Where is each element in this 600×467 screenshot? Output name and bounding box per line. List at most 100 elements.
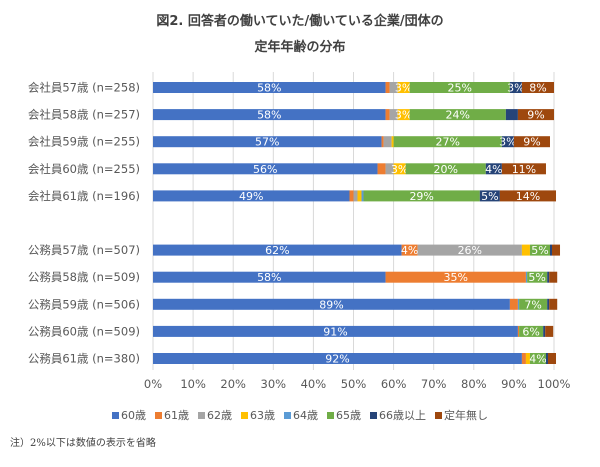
data-label: 62% [265, 244, 289, 257]
bar-segment [549, 298, 558, 310]
bar-segment [517, 325, 520, 337]
data-label: 91% [323, 325, 347, 338]
data-label: 11% [512, 163, 536, 176]
bar-segment [509, 82, 522, 93]
legend-label: 62歳 [207, 409, 232, 422]
bar-segment [357, 190, 362, 202]
legend-label: 66歳以上 [379, 409, 426, 422]
category-label: 会社員58歳 (n=257) [28, 108, 140, 122]
bar-segment [153, 353, 522, 364]
legend-swatch [198, 411, 205, 419]
data-label: 58% [257, 82, 281, 95]
legend-label: 64歳 [293, 409, 318, 422]
chart-title: 図2. 回答者の働いていた/働いている企業/団体の [156, 14, 444, 29]
data-label: 35% [444, 271, 468, 284]
data-label: 58% [257, 271, 281, 284]
bar-segment [529, 244, 550, 256]
x-tick-label: 20% [220, 377, 246, 391]
legend-label: 60歳 [121, 409, 146, 422]
x-tick-label: 50% [341, 377, 367, 391]
data-label: 3% [395, 82, 412, 95]
legend-item: 66歳以上 [370, 407, 426, 423]
legend-item: 62歳 [198, 407, 232, 423]
category-label: 公務員60歳 (n=509) [28, 324, 140, 338]
bar-segment [385, 82, 390, 93]
bar-segment [527, 271, 548, 283]
bar-segment [153, 244, 402, 256]
category-label: 公務員61歳 (n=380) [28, 352, 140, 366]
bar-segment [153, 109, 386, 121]
legend-item: 65歳 [327, 407, 361, 423]
bar-segment [549, 244, 552, 256]
category-label: 会社員59歳 (n=255) [28, 135, 140, 149]
bar-segment [409, 109, 506, 121]
x-tick-label: 40% [301, 377, 327, 391]
data-label: 49% [239, 190, 263, 203]
data-label: 3% [395, 109, 412, 122]
bar-segment [405, 163, 486, 175]
legend-item: 60歳 [112, 407, 146, 423]
x-tick-label: 0% [144, 377, 162, 391]
bar-segment [529, 353, 546, 364]
data-label: 24% [446, 109, 470, 122]
data-label: 20% [434, 163, 458, 176]
footnote: 注）2%以下は数値の表示を省略 [10, 438, 156, 449]
data-label: 3% [507, 82, 524, 95]
bar-segment [361, 190, 364, 202]
x-tick-labels: 0% 10% 20% 30% 40% 50% 60% 70% 80% 90% 100% [144, 377, 571, 391]
bar-segment [501, 163, 546, 175]
category-label: 会社員57歳 (n=258) [28, 81, 140, 95]
data-label: 5% [531, 244, 548, 257]
bar-segment [519, 325, 544, 337]
data-label: 29% [409, 190, 433, 203]
x-tick-label: 100% [538, 377, 571, 391]
bar-segment [153, 190, 350, 202]
bar-segment [153, 298, 510, 310]
category-label: 公務員57歳 (n=507) [28, 243, 140, 257]
legend-item: 63歳 [241, 407, 275, 423]
bar-segment [545, 325, 554, 337]
legend-swatch [112, 411, 119, 419]
bar-segment [397, 109, 410, 121]
bar-segment [349, 190, 354, 202]
legend-label: 定年無し [444, 409, 488, 422]
data-label: 26% [458, 244, 482, 257]
data-label: 8% [529, 82, 546, 95]
bar-segment [543, 325, 546, 337]
bar-segment [517, 109, 554, 121]
legend-swatch [435, 411, 442, 419]
bar-segment [401, 244, 418, 256]
bar-segment [519, 298, 548, 310]
gridlines [152, 72, 555, 370]
bar-segment [505, 109, 518, 121]
data-label: 9% [527, 109, 544, 122]
data-label: 5% [528, 271, 545, 284]
data-label: 7% [524, 298, 541, 311]
data-label: 14% [516, 190, 540, 203]
category-label: 会社員60歳 (n=255) [28, 162, 140, 176]
bar-segment [517, 298, 520, 310]
bar-segment [521, 353, 526, 364]
bar-segment [393, 163, 406, 175]
x-tick-label: 90% [501, 377, 527, 391]
bar-segment [393, 136, 502, 148]
bar-segment [521, 82, 554, 93]
bar-segment [521, 244, 530, 256]
x-tick-label: 60% [381, 377, 407, 391]
bar-segment [485, 163, 502, 175]
data-label: 58% [257, 109, 281, 122]
bar-segment [479, 190, 500, 202]
legend-label: 63歳 [250, 409, 275, 422]
legend-swatch [327, 411, 334, 419]
bar-segment [389, 82, 398, 93]
legend-item: 64歳 [284, 407, 318, 423]
data-label: 57% [255, 136, 279, 149]
bars: 58% 3% 25% 3% 8% 58% 3% 24% 9% 57% 27% 3% 9% 56% 3% 20%… [153, 82, 561, 366]
bar-segment [547, 271, 550, 283]
bar-segment [391, 136, 394, 148]
x-tick-label: 30% [261, 377, 287, 391]
bar-segment [397, 82, 410, 93]
bar-segment [363, 190, 480, 202]
bar-segment [385, 163, 394, 175]
data-label: 56% [253, 163, 277, 176]
